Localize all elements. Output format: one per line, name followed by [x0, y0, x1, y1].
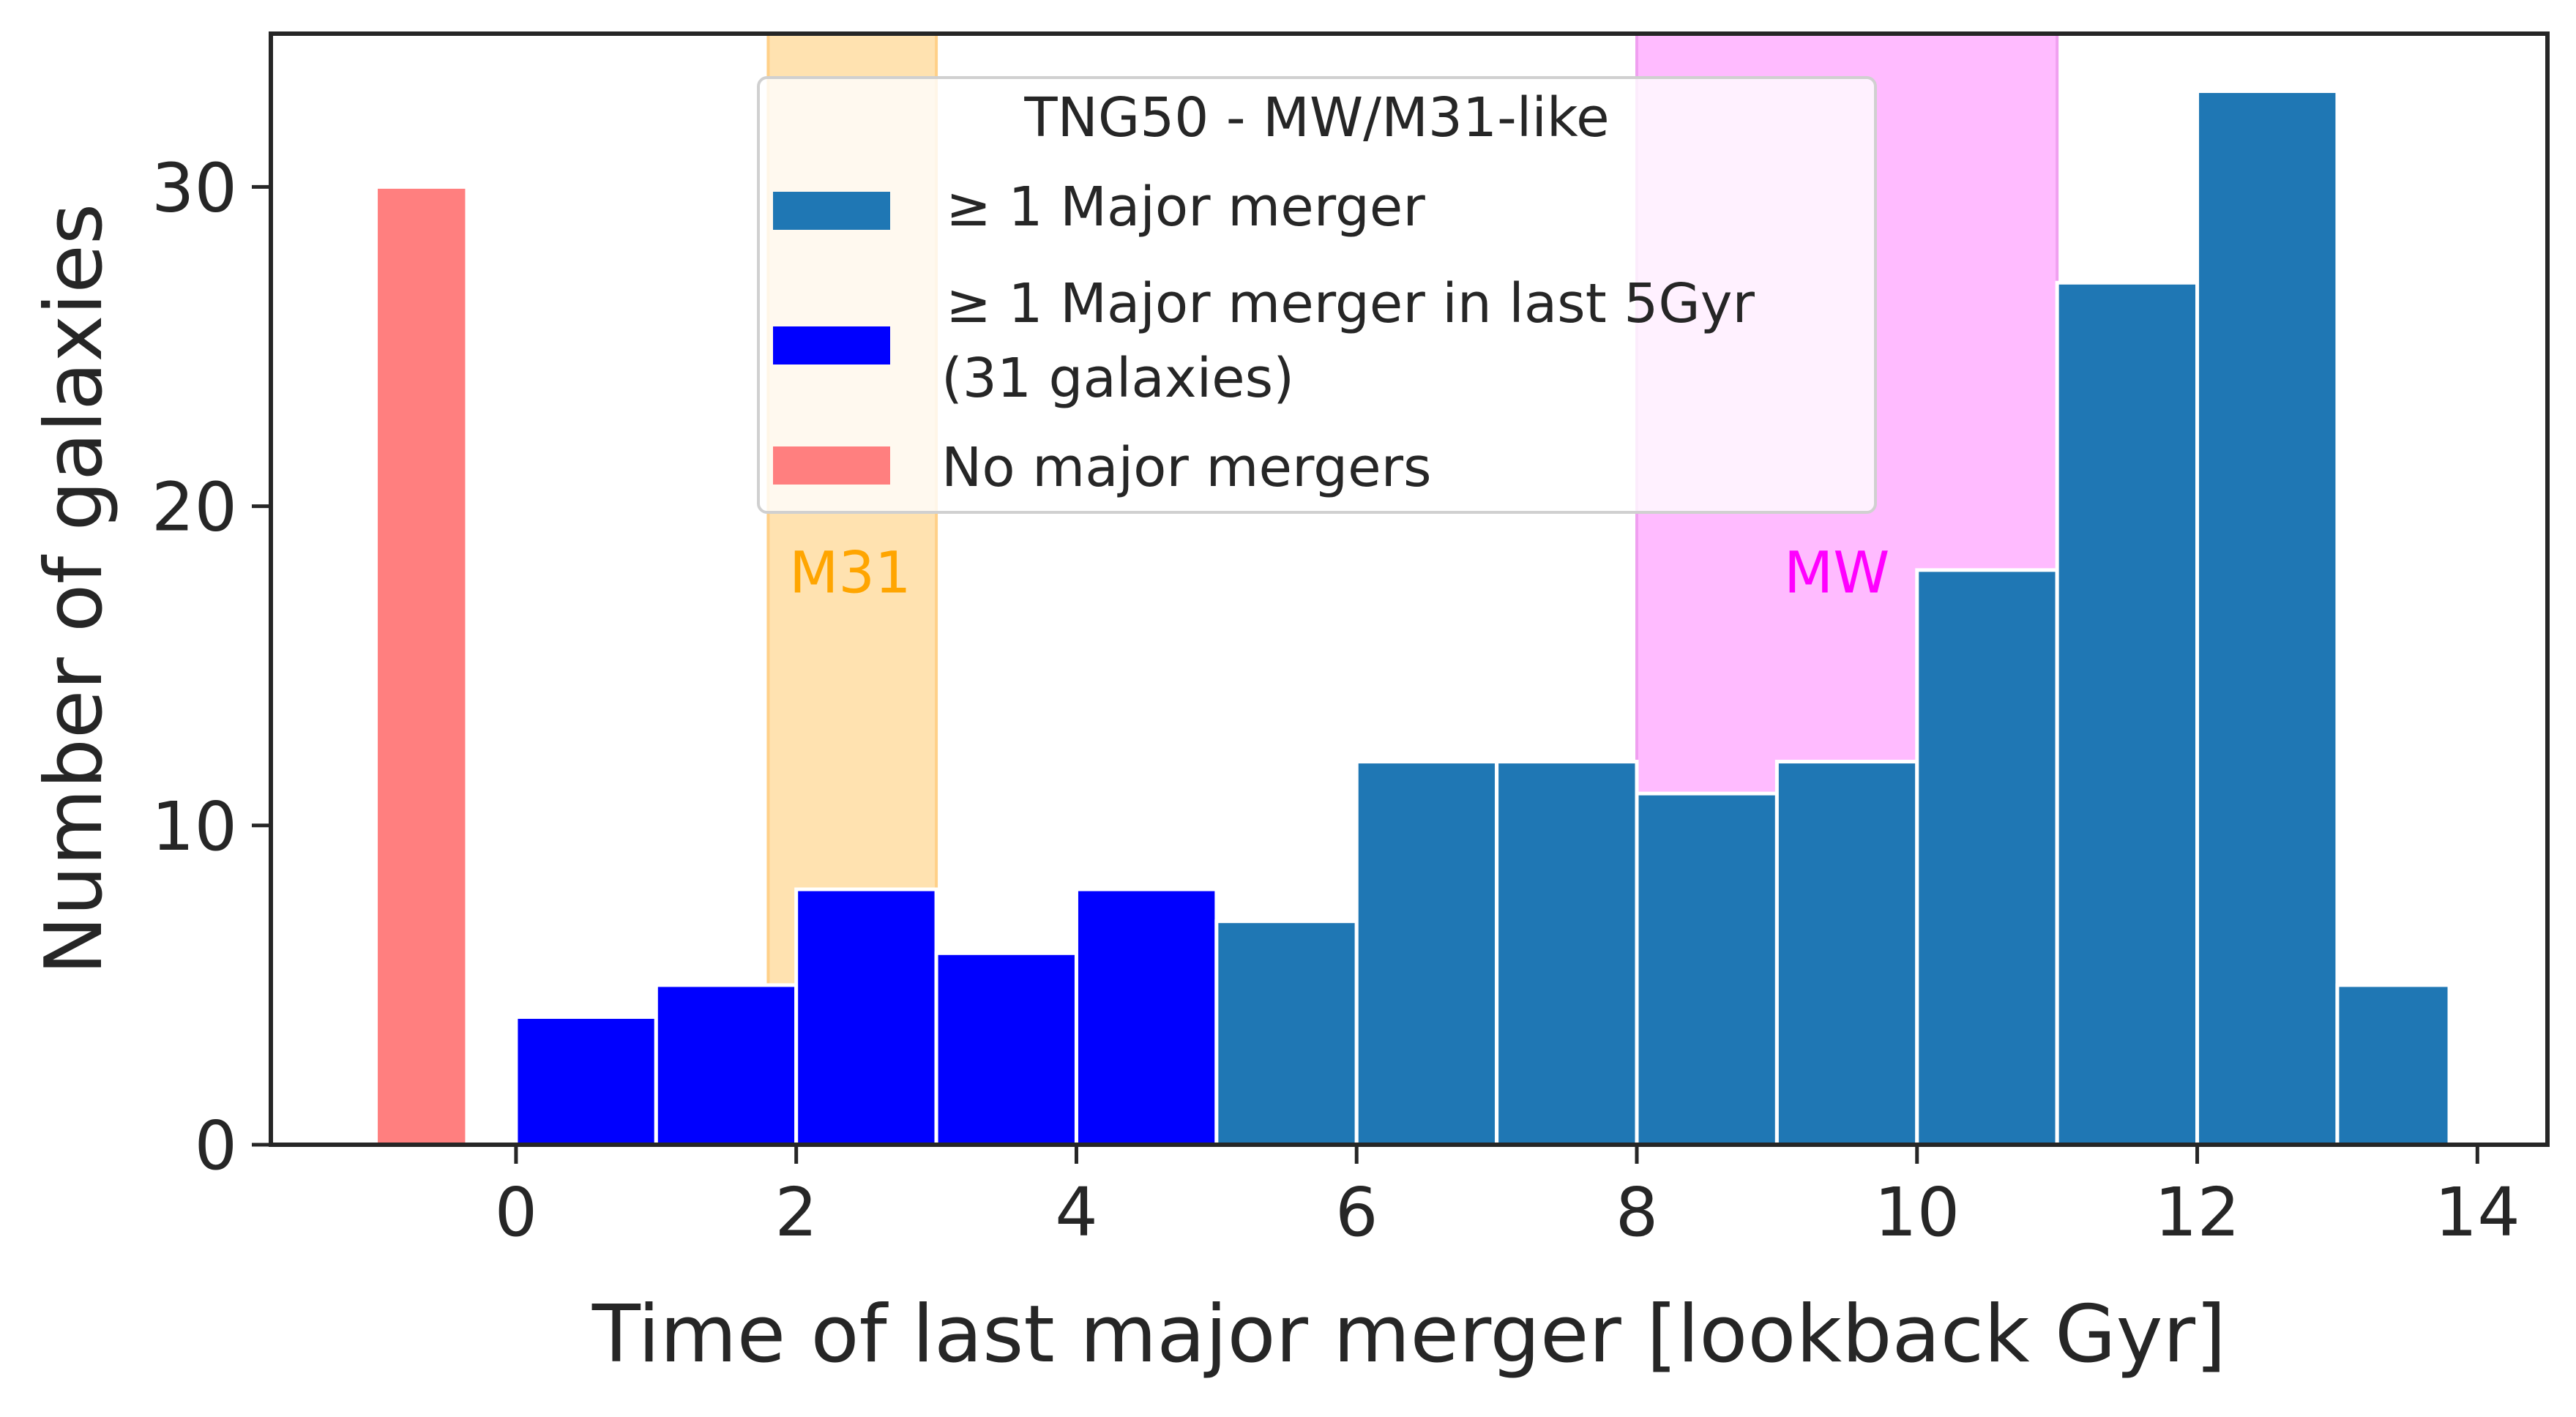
bar: [2195, 89, 2340, 1147]
legend-label-major-merger: ≥ 1 Major merger: [946, 176, 1425, 239]
bar: [514, 1015, 658, 1147]
y-axis-ticks: 0 10 20 30: [152, 149, 271, 1185]
legend-label-recent-major-merger-count: (31 galaxies): [941, 347, 1294, 410]
legend-swatch-no-major-mergers: [773, 446, 890, 485]
legend-frame: [757, 76, 1877, 514]
band-label-m31: M31: [789, 540, 911, 606]
bar: [1074, 887, 1219, 1147]
x-tick-label: 2: [774, 1173, 818, 1252]
bar: [1354, 760, 1499, 1147]
bar: [934, 951, 1078, 1147]
x-tick-label: 14: [2435, 1173, 2520, 1252]
bar: [794, 887, 938, 1147]
x-tick-label: 6: [1335, 1173, 1378, 1252]
bar: [1214, 919, 1359, 1147]
y-tick-label: 30: [152, 149, 237, 227]
x-axis-ticks: 0 2 4 6 8 10 12 14: [495, 1145, 2520, 1252]
band-labels: M31 MW: [789, 540, 1889, 606]
legend-swatch-recent-major-merger: [773, 326, 890, 364]
plot-frame: [269, 31, 2550, 1147]
bar: [1915, 568, 2059, 1147]
legend-title: TNG50 - MW/M31-like: [1023, 86, 1609, 149]
y-axis-title: Number of galaxies: [29, 203, 120, 975]
y-tick-label: 0: [194, 1107, 237, 1185]
y-tick-label: 20: [152, 468, 237, 547]
bar: [1495, 760, 1639, 1147]
x-axis-title: Time of last major merger [lookback Gyr]: [591, 1289, 2226, 1380]
legend-label-no-major-mergers: No major mergers: [941, 436, 1432, 499]
bar: [374, 184, 469, 1147]
legend-swatch-major-merger: [773, 192, 890, 230]
legend-label-recent-major-merger: ≥ 1 Major merger in last 5Gyr: [946, 272, 1755, 335]
bar: [1774, 760, 1919, 1147]
bar: [2335, 983, 2452, 1147]
bar: [2055, 280, 2200, 1147]
x-tick-label: 12: [2154, 1173, 2240, 1252]
legend: TNG50 - MW/M31-like ≥ 1 Major merger ≥ 1…: [757, 76, 1877, 514]
y-tick-label: 10: [152, 788, 237, 866]
x-tick-label: 0: [495, 1173, 538, 1252]
histogram-bars: [374, 89, 2452, 1147]
band-label-mw: MW: [1784, 540, 1889, 606]
bar: [654, 983, 799, 1147]
x-tick-label: 4: [1055, 1173, 1098, 1252]
x-tick-label: 8: [1616, 1173, 1659, 1252]
bar: [1635, 791, 1779, 1147]
x-tick-label: 10: [1874, 1173, 1960, 1252]
